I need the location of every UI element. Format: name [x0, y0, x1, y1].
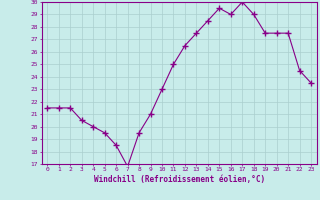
X-axis label: Windchill (Refroidissement éolien,°C): Windchill (Refroidissement éolien,°C): [94, 175, 265, 184]
